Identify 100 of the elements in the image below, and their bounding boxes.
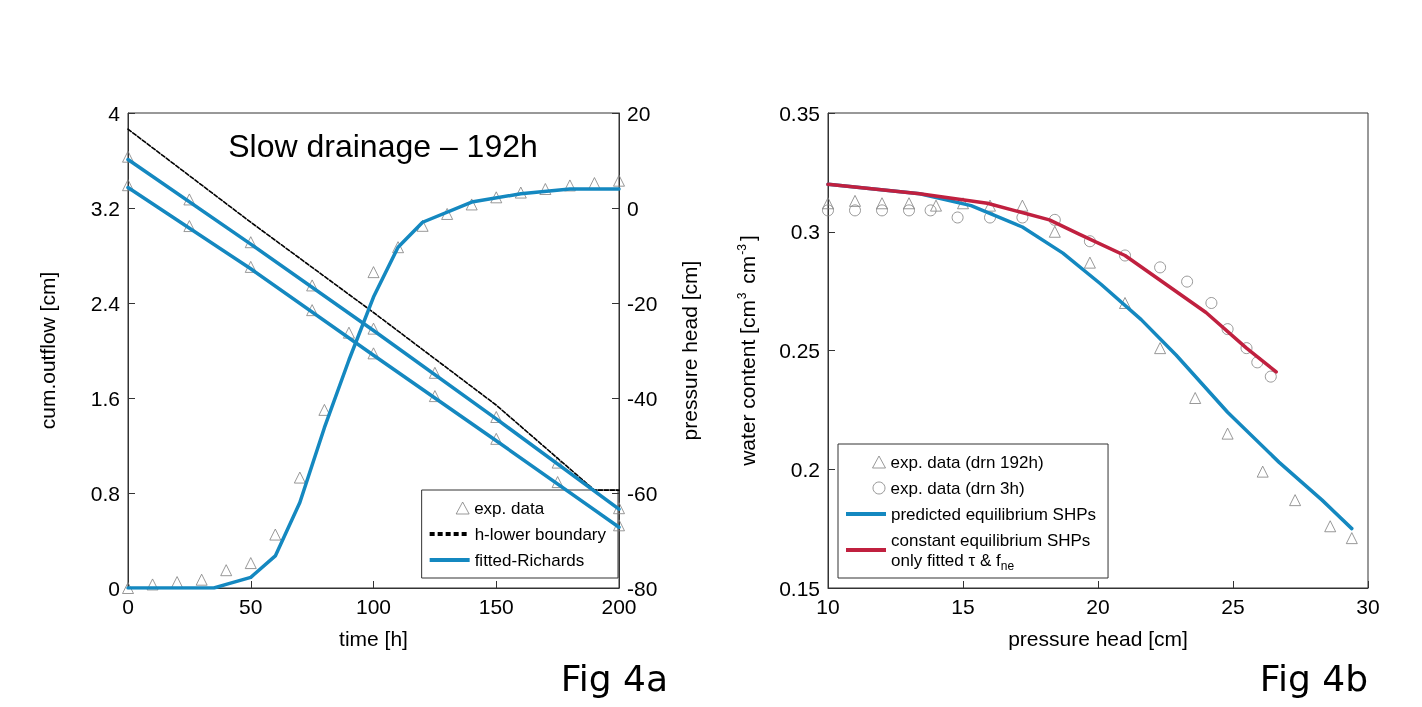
point — [269, 528, 282, 541]
point — [876, 204, 888, 217]
point — [1048, 213, 1061, 226]
point — [951, 211, 964, 224]
point — [490, 191, 503, 204]
y-tick-label: 0.8 — [90, 481, 120, 505]
point — [514, 186, 527, 199]
point — [244, 236, 257, 249]
point — [1240, 342, 1253, 355]
point — [613, 174, 625, 187]
point — [122, 150, 134, 163]
y2-tick-label: -40 — [627, 386, 658, 410]
y-axis-title: water content [cm3 cm-3] — [735, 235, 759, 467]
y-tick-label: 1.6 — [90, 386, 120, 410]
x-tick-label: 20 — [1086, 595, 1110, 618]
point — [1205, 297, 1218, 309]
y-axis-title: cum.outflow [cm] — [36, 271, 59, 430]
x-tick-label: 30 — [1356, 595, 1380, 618]
point — [428, 366, 441, 379]
point — [1154, 261, 1167, 274]
legend-label: h-lower boundary — [474, 524, 607, 544]
caption: Fig 4a — [560, 657, 669, 699]
text: Slow drainage – 192h — [228, 128, 538, 164]
point — [1345, 532, 1358, 545]
legend-label: exp. data (drn 3h) — [890, 478, 1025, 498]
x-tick-label: 50 — [239, 595, 263, 618]
point — [195, 573, 208, 586]
point — [563, 179, 576, 192]
x-axis-title: time [h] — [339, 627, 408, 650]
point — [924, 204, 937, 217]
point — [903, 204, 915, 217]
point — [876, 197, 888, 210]
point — [822, 204, 834, 217]
point — [441, 207, 454, 220]
legend-label: predicted equilibrium SHPs — [891, 504, 1097, 524]
point — [1048, 225, 1061, 238]
point — [146, 578, 159, 591]
point — [490, 411, 503, 423]
point — [1154, 342, 1167, 355]
point — [1083, 256, 1096, 269]
point — [392, 241, 405, 254]
point — [244, 557, 257, 570]
y-tick-label: 0.3 — [790, 220, 820, 244]
y2-tick-label: 0 — [627, 196, 639, 220]
point — [490, 432, 503, 445]
point — [1221, 323, 1234, 336]
point — [930, 199, 942, 212]
point — [244, 260, 257, 273]
y-tick-label: 0.35 — [779, 101, 820, 125]
point — [1181, 275, 1194, 288]
point — [183, 220, 196, 233]
point — [1083, 235, 1096, 248]
x-tick-label: 150 — [478, 595, 514, 618]
y2-tick-label: -60 — [627, 481, 658, 505]
y-tick-label: 2.4 — [90, 291, 121, 315]
legend-label: exp. data (drn 192h) — [890, 452, 1044, 472]
point — [551, 456, 564, 469]
point — [849, 204, 861, 217]
point — [539, 183, 552, 195]
point — [551, 476, 564, 489]
y2-axis-title: pressure head [cm] — [678, 260, 701, 441]
y-tick-label: 0 — [108, 576, 120, 600]
point — [367, 347, 380, 360]
y2-tick-label: 20 — [627, 101, 651, 125]
point — [220, 564, 233, 577]
point — [183, 193, 196, 206]
point — [984, 211, 996, 224]
point — [122, 582, 134, 594]
point — [1289, 494, 1302, 507]
x-tick-label: 15 — [951, 595, 975, 618]
point — [293, 471, 306, 484]
y-tick-label: 4 — [108, 101, 121, 125]
point — [613, 502, 625, 515]
point — [822, 197, 834, 210]
point — [1221, 427, 1234, 440]
point — [1119, 249, 1131, 262]
y-tick-label: 3.2 — [90, 196, 120, 220]
point — [984, 199, 996, 212]
y-tick-label: 0.2 — [790, 457, 820, 481]
point — [367, 266, 380, 279]
legend-label: fitted-Richards — [474, 550, 585, 570]
point — [465, 198, 478, 211]
point — [1324, 520, 1337, 533]
point — [367, 322, 380, 335]
point — [1189, 392, 1202, 404]
y-tick-label: 0.25 — [779, 339, 820, 362]
point — [1016, 199, 1029, 212]
point — [903, 197, 915, 210]
x-tick-label: 100 — [355, 595, 392, 618]
point — [849, 194, 861, 207]
point — [1256, 465, 1269, 478]
line-series — [826, 182, 1278, 374]
x-axis-title: pressure head [cm] — [1008, 627, 1188, 650]
x-tick-label: 25 — [1221, 595, 1245, 618]
point — [957, 197, 969, 210]
caption: Fig 4b — [1259, 657, 1368, 699]
point — [1264, 370, 1277, 383]
y2-tick-label: -20 — [627, 291, 658, 315]
point — [613, 519, 625, 532]
point — [428, 390, 441, 403]
